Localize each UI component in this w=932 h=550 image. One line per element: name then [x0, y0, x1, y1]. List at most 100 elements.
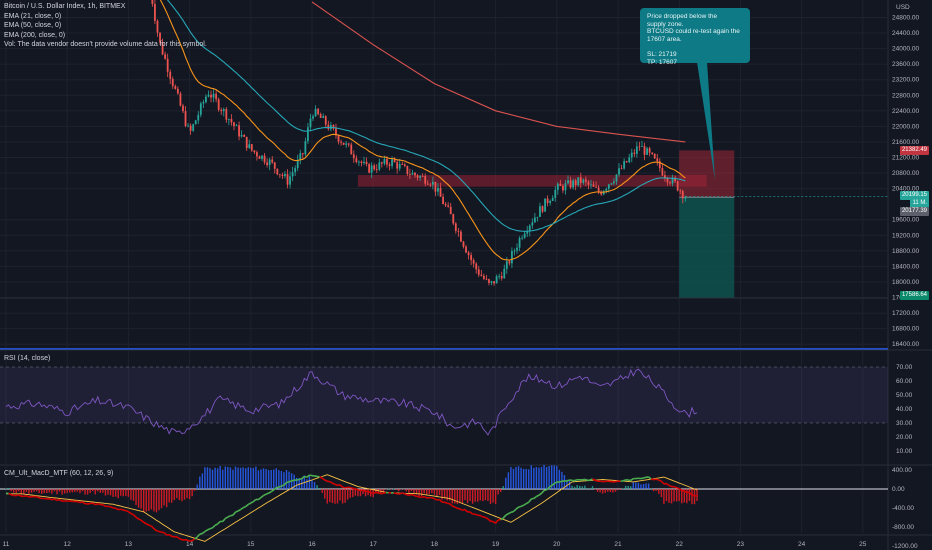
- price-tick-label: 19200.00: [892, 232, 919, 239]
- analysis-callout[interactable]: Price dropped below the supply zone. BTC…: [640, 8, 750, 66]
- macd-histogram-bar: [97, 489, 99, 492]
- macd-histogram-bar: [390, 489, 392, 490]
- macd-histogram-bar: [693, 489, 696, 505]
- macd-line-segment: [189, 539, 193, 542]
- symbol-title[interactable]: Bitcoin / U.S. Dollar Index, 1h, BITMEX: [4, 3, 126, 10]
- candle-body: [350, 144, 353, 155]
- macd-line-segment: [334, 483, 338, 487]
- macd-histogram-bar: [484, 489, 487, 501]
- time-tick-label: 22: [676, 541, 684, 548]
- candle-body: [590, 184, 592, 186]
- stop-loss-zone: [679, 150, 735, 198]
- candle-body: [541, 206, 544, 212]
- macd-line-segment: [222, 517, 226, 523]
- macd-line-segment: [367, 490, 371, 494]
- candle-body: [327, 124, 330, 130]
- candle-body: [189, 125, 192, 131]
- macd-histogram-bar: [46, 489, 48, 494]
- candle-body: [373, 165, 376, 170]
- candle-body: [156, 20, 159, 33]
- candle-body: [465, 246, 467, 253]
- macd-histogram-bar: [155, 489, 158, 513]
- candle-body: [676, 181, 679, 191]
- macd-line-segment: [199, 532, 203, 535]
- candle-body: [337, 135, 340, 142]
- candle-body: [194, 120, 197, 125]
- macd-histogram-bar: [466, 489, 469, 504]
- candle-body: [607, 184, 610, 189]
- macd-line-segment: [54, 498, 58, 502]
- macd-line-segment: [140, 519, 145, 523]
- ema200-legend[interactable]: EMA (200, close, 0): [4, 31, 66, 39]
- macd-line-segment: [655, 478, 660, 481]
- macd-line-segment: [26, 494, 30, 498]
- macd-line-segment: [23, 494, 27, 498]
- macd-histogram-bar: [352, 489, 354, 498]
- macd-histogram-bar: [324, 489, 326, 499]
- macd-line-segment: [474, 513, 479, 516]
- macd-histogram-bar: [160, 489, 163, 509]
- candle-body: [380, 162, 383, 164]
- macd-histogram-bar: [640, 484, 642, 489]
- macd-line-segment: [319, 476, 323, 479]
- macd-line-segment: [201, 530, 206, 535]
- macd-line-segment: [324, 479, 328, 483]
- candle-body: [391, 159, 393, 166]
- macd-histogram-bar: [487, 489, 489, 502]
- macd-histogram-bar: [675, 489, 678, 502]
- candle-body: [475, 263, 478, 270]
- candle-body: [225, 109, 228, 120]
- macd-line-segment: [462, 508, 466, 511]
- candle-body: [669, 182, 671, 184]
- macd-line-segment: [622, 479, 626, 482]
- macd-histogram-bar: [683, 489, 685, 503]
- macd-histogram-bar: [339, 489, 341, 501]
- candle-body: [286, 174, 289, 185]
- macd-histogram-bar: [107, 489, 109, 495]
- macd-histogram-bar: [135, 489, 137, 506]
- macd-line-segment: [395, 492, 399, 495]
- macd-histogram-bar: [245, 468, 247, 489]
- candle-body: [661, 168, 664, 176]
- macd-histogram-bar: [540, 467, 543, 489]
- candle-body: [521, 237, 524, 239]
- candle-body: [533, 217, 536, 223]
- candle-body: [258, 156, 261, 159]
- macd-histogram-bar: [359, 489, 362, 497]
- macd-histogram-bar: [125, 489, 127, 497]
- macd-histogram-bar: [507, 472, 510, 489]
- macd-histogram-bar: [530, 465, 532, 489]
- candle-body: [212, 93, 215, 98]
- candle-body: [199, 103, 202, 115]
- macd-histogram-bar: [426, 489, 428, 496]
- macd-histogram-bar: [112, 489, 114, 497]
- candle-body: [312, 116, 314, 119]
- ema50-legend[interactable]: EMA (50, close, 0): [4, 22, 62, 29]
- ema21-legend[interactable]: EMA (21, close, 0): [4, 12, 62, 20]
- candle-body: [449, 206, 452, 215]
- indicator-lines: [0, 0, 888, 350]
- candle-body: [648, 148, 651, 153]
- candle-body: [230, 118, 233, 123]
- macd-histogram-bar: [653, 489, 655, 492]
- macd-histogram-bar: [408, 489, 410, 494]
- macd-histogram-bar: [362, 489, 364, 495]
- candle-body: [651, 152, 654, 154]
- macd-line-segment: [691, 494, 695, 497]
- macd-histogram-bar: [222, 469, 224, 489]
- rsi-legend[interactable]: RSI (14, close): [4, 355, 51, 362]
- macd-histogram-bar: [158, 489, 160, 511]
- macd-line-segment: [194, 536, 198, 540]
- macd-histogram-bar: [283, 472, 285, 489]
- macd-histogram-bar: [691, 489, 693, 505]
- macd-histogram-bar: [461, 489, 464, 504]
- macd-line-segment: [97, 502, 101, 506]
- macd-line-segment: [138, 518, 142, 521]
- macd-histogram-bar: [556, 465, 558, 489]
- macd-histogram-bar: [563, 474, 566, 489]
- macd-legend[interactable]: CM_Ult_MacD_MTF (60, 12, 26, 9): [4, 470, 114, 477]
- macd-histogram-bar: [61, 489, 63, 495]
- candle-body: [485, 278, 488, 280]
- candle-body: [472, 260, 475, 264]
